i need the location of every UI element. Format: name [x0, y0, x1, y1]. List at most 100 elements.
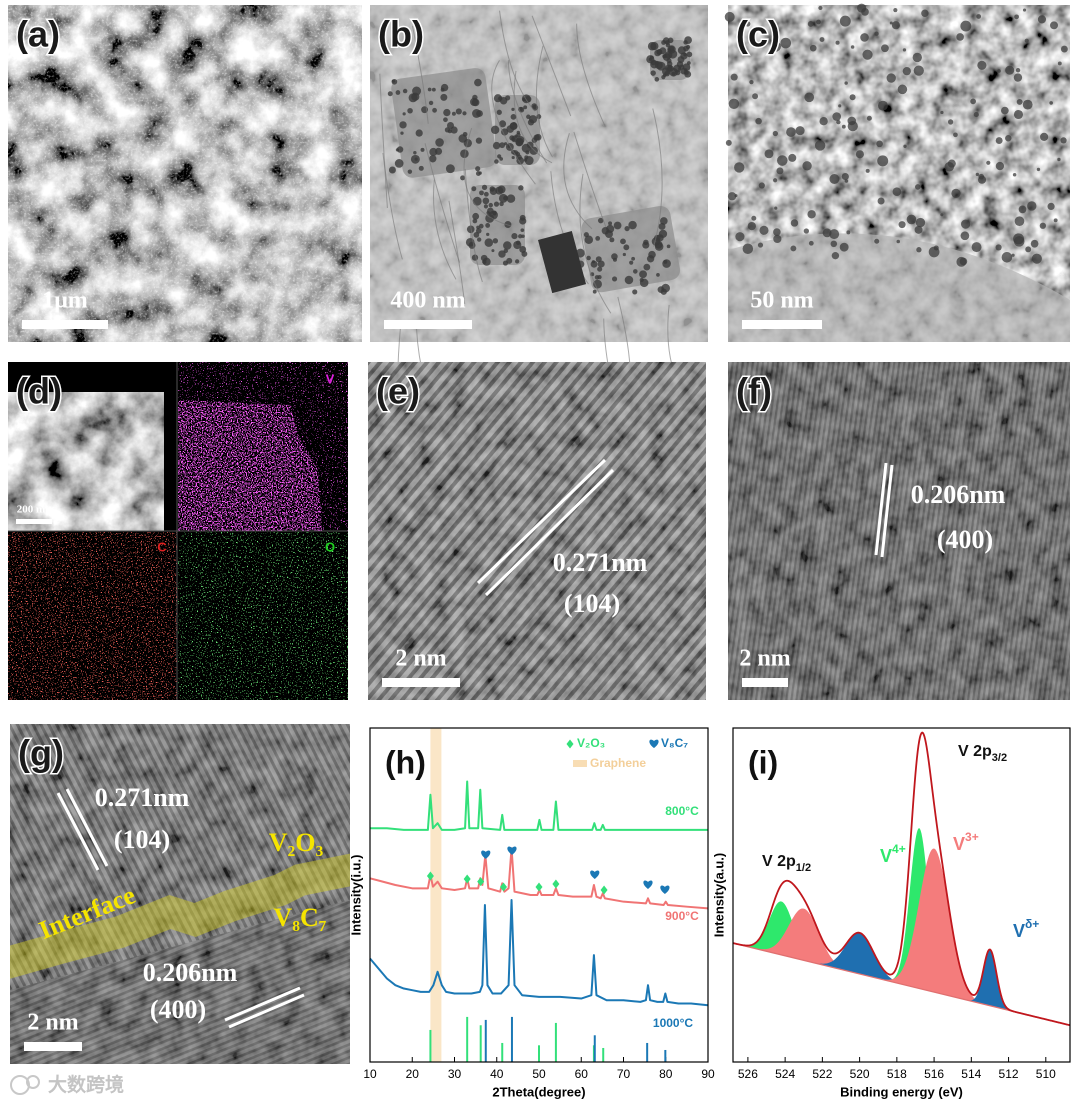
particle: [519, 246, 527, 253]
particle: [628, 220, 637, 230]
particle: [683, 52, 687, 57]
x-tick-label: 518: [887, 1067, 907, 1081]
particle: [414, 157, 418, 161]
nanoparticle: [860, 33, 869, 42]
phase-marker: [660, 885, 670, 894]
particle: [516, 130, 521, 135]
particle: [521, 143, 531, 153]
particle: [472, 218, 478, 224]
peak-label: V 2p1/2: [762, 853, 811, 874]
nanoparticle: [803, 228, 810, 234]
particle: [394, 159, 404, 168]
particle: [499, 157, 504, 161]
nanoparticle: [728, 98, 740, 110]
annotation: (400): [150, 995, 206, 1024]
nanoparticle: [1053, 218, 1058, 223]
nanoparticle: [1024, 38, 1029, 43]
nanoparticle: [995, 244, 1002, 251]
scale-bar: [16, 519, 52, 524]
particle: [609, 237, 615, 243]
particle: [675, 69, 681, 76]
nanoparticle: [976, 14, 982, 19]
x-tick-label: 10: [363, 1067, 377, 1081]
peak-label-main: V 2p: [762, 853, 796, 870]
particle: [490, 125, 500, 135]
peak-label-sup: 3+: [965, 830, 979, 844]
fringe-marker: [880, 464, 894, 558]
particle: [523, 158, 528, 162]
particle: [531, 103, 538, 110]
particle: [654, 240, 663, 249]
particle: [472, 196, 482, 206]
nanoparticle: [906, 214, 917, 225]
nanoparticle: [819, 37, 825, 43]
nanoparticle: [752, 93, 759, 100]
nanoparticle: [912, 52, 922, 63]
particle: [583, 232, 589, 238]
particle: [479, 190, 484, 196]
fringe-marker: [224, 986, 301, 1022]
nanoparticle: [960, 20, 972, 32]
particle: [402, 112, 406, 116]
image-panel: 0.271nm (104) 2 nm (e): [368, 362, 706, 700]
nanoparticle: [1014, 14, 1019, 20]
particle: [511, 155, 515, 160]
nanoparticle: [1013, 233, 1025, 245]
image-panel: 1μm (a): [8, 5, 362, 342]
nanoparticle: [886, 73, 896, 83]
nanoparticle: [777, 155, 788, 166]
particle: [492, 238, 499, 244]
particle: [613, 221, 622, 230]
y-axis-label: Intensity(i.u.): [348, 855, 363, 936]
particle: [631, 256, 636, 261]
x-tick-label: 522: [812, 1067, 832, 1081]
x-tick-label: 80: [659, 1067, 673, 1081]
nanoparticle: [751, 215, 757, 221]
nanoparticle: [947, 119, 954, 125]
nanoparticle: [747, 221, 756, 231]
graphene-wrinkle: [424, 143, 460, 263]
particle: [415, 129, 423, 137]
particle: [686, 61, 691, 65]
graphene-wrinkle: [573, 131, 607, 228]
particle: [595, 236, 601, 241]
phase-marker: [463, 874, 471, 884]
nanoparticle: [773, 234, 782, 244]
particle: [676, 61, 684, 68]
peak-label-sup: 4+: [892, 842, 906, 856]
nanoparticle: [866, 115, 872, 121]
series-label: 1000°C: [653, 1016, 693, 1030]
xrd-curve: [369, 899, 709, 1007]
nanoparticle: [1047, 202, 1055, 211]
nanoparticle: [1031, 253, 1042, 264]
particle: [597, 274, 602, 280]
nanoparticle: [874, 31, 879, 36]
phase-marker: [481, 850, 491, 859]
particle: [492, 210, 497, 215]
nanoparticle: [774, 206, 778, 210]
nanoparticle: [841, 172, 849, 181]
particle: [512, 122, 516, 126]
particle: [486, 232, 490, 237]
nanoparticle: [1005, 135, 1012, 142]
nanoparticle: [822, 228, 832, 238]
particle: [482, 197, 490, 205]
nanoparticle: [807, 21, 814, 27]
nanoparticle: [829, 229, 840, 240]
particle: [656, 49, 663, 55]
nanoparticle: [877, 197, 885, 205]
phase-marker: [590, 870, 600, 879]
panel-label: (b): [378, 14, 424, 55]
peak-label: V 2p3/2: [958, 743, 1007, 764]
x-tick-label: 50: [532, 1067, 546, 1081]
xrd-curve: [369, 847, 709, 910]
particle: [499, 120, 507, 128]
particle: [428, 100, 434, 106]
particle: [524, 156, 534, 165]
nanoparticle: [913, 65, 924, 76]
particle: [650, 70, 656, 76]
particle: [624, 275, 634, 285]
nanoparticle: [742, 243, 754, 255]
x-tick-label: 524: [775, 1067, 795, 1081]
